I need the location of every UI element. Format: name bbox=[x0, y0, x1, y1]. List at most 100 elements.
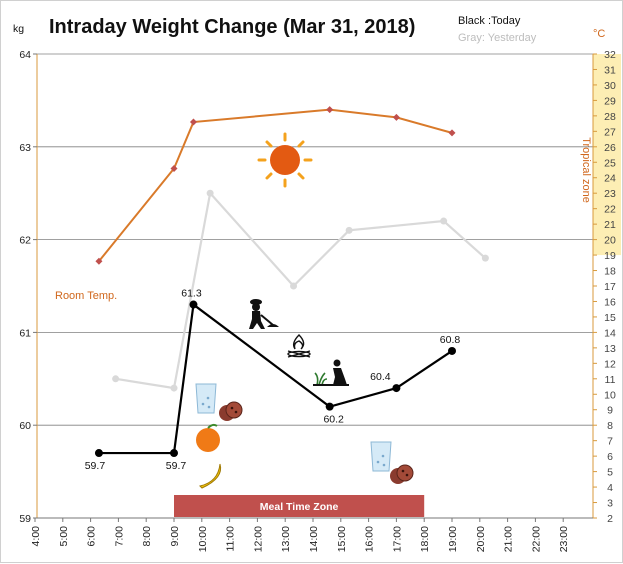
y-right-tick-label: 32 bbox=[604, 49, 616, 61]
water-glass-icon bbox=[370, 441, 392, 472]
y-right-tick-label: 27 bbox=[604, 126, 616, 138]
digging-icon bbox=[249, 299, 279, 329]
y-left-tick-label: 62 bbox=[19, 235, 31, 247]
x-tick-label: 11:00 bbox=[225, 526, 237, 552]
x-tick-label: 15:00 bbox=[336, 526, 348, 552]
left-axis-unit: kg bbox=[13, 23, 24, 35]
x-tick-label: 8:00 bbox=[141, 526, 153, 547]
room-temp-label: Room Temp. bbox=[55, 290, 117, 302]
y-left-tick-label: 61 bbox=[19, 327, 31, 339]
y-right-tick-label: 8 bbox=[607, 420, 613, 432]
room-temp-point bbox=[326, 106, 334, 114]
series-layer: 59.7 59.7 61.3 60.2 60.4 60.8 bbox=[85, 106, 489, 472]
y-right-tick-label: 24 bbox=[604, 173, 616, 185]
today-point bbox=[448, 346, 456, 355]
legend-yesterday: Gray: Yesterday bbox=[458, 32, 537, 44]
y-right-tick-label: 6 bbox=[607, 451, 613, 463]
y-right-tick-label: 4 bbox=[607, 482, 613, 494]
yesterday-line bbox=[115, 190, 487, 390]
today-data-label: 60.2 bbox=[323, 414, 344, 426]
y-right-tick-label: 31 bbox=[604, 64, 616, 76]
x-tick-label: 13:00 bbox=[280, 526, 292, 552]
meal-time-zone-band bbox=[174, 495, 425, 517]
y-right-tick-label: 19 bbox=[604, 250, 616, 262]
room-temp-point bbox=[95, 257, 103, 265]
x-tick-label: 19:00 bbox=[447, 526, 459, 552]
x-tick-label: 14:00 bbox=[308, 526, 320, 552]
y-right-tick-label: 21 bbox=[604, 219, 616, 231]
gardening-icon bbox=[313, 359, 349, 386]
today-data-label: 59.7 bbox=[166, 460, 187, 472]
room-temp-point bbox=[189, 118, 197, 126]
y-left-tick-label: 63 bbox=[19, 142, 31, 154]
today-point bbox=[94, 449, 103, 458]
x-tick-label: 6:00 bbox=[86, 526, 98, 547]
x-tick-label: 10:00 bbox=[197, 526, 209, 552]
y-right-tick-label: 9 bbox=[607, 405, 613, 417]
today-point bbox=[392, 384, 401, 393]
y-right-tick-label: 25 bbox=[604, 157, 616, 169]
x-tick-label: 17:00 bbox=[391, 526, 403, 552]
banana-icon bbox=[199, 463, 222, 489]
x-tick-label: 9:00 bbox=[169, 526, 181, 547]
room-temp-point bbox=[448, 129, 456, 137]
today-line bbox=[98, 302, 453, 455]
today-point bbox=[325, 402, 334, 411]
y-right-tick-label: 28 bbox=[604, 111, 616, 123]
y-right-tick-label: 30 bbox=[604, 80, 616, 92]
y-right-tick-label: 15 bbox=[604, 312, 616, 324]
y-right-tick-label: 3 bbox=[607, 498, 613, 510]
y-right-tick-label: 10 bbox=[604, 389, 616, 401]
x-tick-label: 21:00 bbox=[503, 526, 515, 552]
x-tick-label: 22:00 bbox=[530, 526, 542, 552]
y-right-tick-label: 16 bbox=[604, 296, 616, 308]
room-temp-point bbox=[170, 164, 178, 172]
tropical-zone-label: Tropical zone bbox=[580, 137, 592, 203]
y-right-tick-label: 18 bbox=[604, 266, 616, 278]
x-tick-label: 12:00 bbox=[252, 526, 264, 552]
sun-icon bbox=[257, 132, 313, 188]
chart-title: Intraday Weight Change (Mar 31, 2018) bbox=[49, 16, 415, 38]
y-left-tick-label: 59 bbox=[19, 513, 31, 525]
x-tick-label: 16:00 bbox=[364, 526, 376, 552]
y-right-tick-label: 12 bbox=[604, 358, 616, 370]
today-point bbox=[189, 300, 198, 309]
gridlines bbox=[37, 53, 593, 519]
yesterday-point bbox=[112, 375, 120, 383]
y-right-tick-label: 22 bbox=[604, 204, 616, 216]
cookies-icon bbox=[219, 401, 243, 421]
yesterday-point bbox=[290, 282, 298, 290]
y-left-tick-label: 60 bbox=[19, 420, 31, 432]
yesterday-point bbox=[170, 384, 178, 392]
y-right-tick-label: 26 bbox=[604, 142, 616, 154]
room-temp-point bbox=[392, 113, 400, 121]
campfire-icon bbox=[287, 334, 311, 358]
x-tick-label: 4:00 bbox=[30, 526, 42, 547]
x-tick-label: 20:00 bbox=[475, 526, 487, 552]
y-left-tick-label: 64 bbox=[19, 49, 31, 61]
y-right-tick-label: 7 bbox=[607, 436, 613, 448]
x-tick-label: 7:00 bbox=[113, 526, 125, 547]
orange-icon bbox=[196, 423, 220, 452]
y-right-tick-label: 13 bbox=[604, 343, 616, 355]
yesterday-point bbox=[481, 254, 489, 262]
today-point bbox=[170, 449, 178, 458]
cookies-icon bbox=[390, 464, 414, 484]
y-right-tick-label: 23 bbox=[604, 188, 616, 200]
water-glass-icon bbox=[195, 383, 217, 414]
x-tick-label: 18:00 bbox=[419, 526, 431, 552]
today-data-label: 59.7 bbox=[85, 460, 106, 472]
today-data-label: 60.4 bbox=[370, 371, 391, 383]
y-right-tick-label: 17 bbox=[604, 281, 616, 293]
today-data-label: 60.8 bbox=[440, 334, 461, 346]
y-right-tick-label: 11 bbox=[605, 374, 616, 386]
y-right-tick-label: 29 bbox=[604, 95, 616, 107]
legend-today: Black :Today bbox=[458, 15, 521, 27]
yesterday-point bbox=[206, 189, 214, 197]
y-right-tick-label: 14 bbox=[604, 327, 616, 339]
room-temp-line bbox=[98, 108, 453, 262]
meal-time-zone-label: Meal Time Zone bbox=[260, 501, 339, 513]
right-axis-unit: °C bbox=[593, 28, 605, 40]
